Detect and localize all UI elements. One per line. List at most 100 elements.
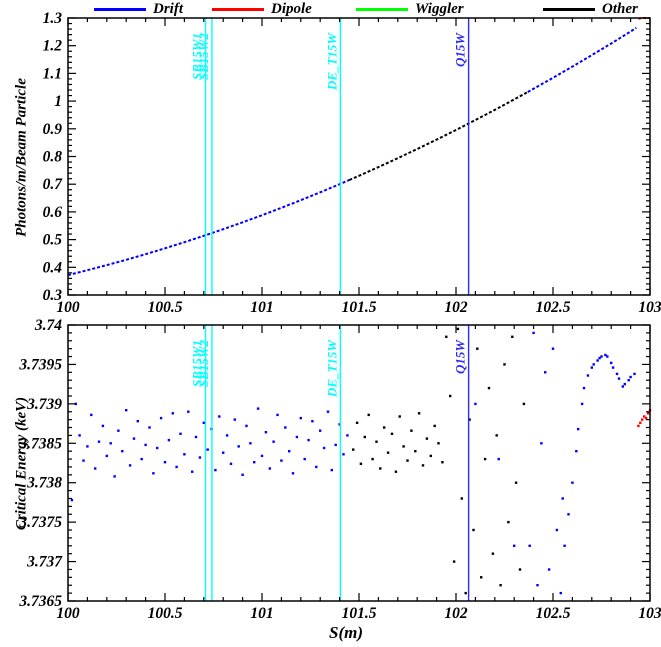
point-drift: [629, 375, 632, 379]
point-drift: [191, 470, 194, 473]
point-drift: [264, 431, 268, 434]
point-other: [522, 402, 526, 406]
point-other: [359, 462, 363, 465]
point-other: [371, 457, 374, 461]
legend-label-other: Other: [602, 1, 638, 17]
point-drift: [611, 366, 615, 369]
point-drift: [567, 513, 570, 516]
legend-label-dipole: Dipole: [271, 1, 312, 17]
legend-item-wiggler: Wiggler: [356, 1, 464, 17]
point-other: [456, 327, 460, 331]
point-other: [441, 461, 444, 464]
point-drift: [561, 497, 564, 500]
point-drift: [175, 465, 178, 469]
point-other: [437, 442, 440, 445]
point-drift: [109, 442, 112, 445]
other-line-swatch: [543, 7, 595, 11]
y-tick-label: 0.3: [43, 287, 63, 304]
point-other: [414, 450, 417, 453]
point-drift: [198, 456, 202, 459]
point-drift: [633, 372, 636, 376]
point-drift: [136, 420, 139, 423]
point-dipole: [641, 418, 644, 421]
point-other: [464, 591, 467, 595]
point-dipole: [643, 415, 646, 418]
x-tick-label: 100: [56, 605, 80, 622]
point-drift: [241, 473, 244, 476]
legend-item-dipole: Dipole: [212, 1, 312, 17]
point-drift: [307, 438, 310, 442]
point-drift: [163, 461, 167, 464]
point-other: [518, 568, 522, 571]
y-tick-label: 1.2: [43, 38, 63, 55]
point-drift: [249, 442, 252, 445]
point-other: [503, 363, 506, 366]
marker-label-Q15W: Q15W: [453, 339, 468, 374]
y-tick-label: 3.739: [26, 396, 62, 413]
series-drift-0: [67, 179, 350, 277]
point-drift: [140, 457, 143, 461]
point-drift: [276, 413, 279, 417]
point-drift: [315, 465, 318, 469]
point-drift: [156, 446, 159, 450]
point-drift: [330, 468, 333, 472]
point-drift: [342, 453, 345, 456]
point-drift: [233, 418, 236, 421]
point-drift: [280, 459, 283, 462]
x-tick-label: 100.5: [148, 299, 183, 316]
point-drift: [218, 415, 221, 418]
point-other: [449, 394, 452, 398]
point-other: [383, 426, 386, 429]
point-drift: [544, 371, 547, 374]
point-dipole: [644, 416, 648, 420]
point-dipole: [639, 421, 642, 424]
point-drift: [90, 413, 93, 417]
y-tick-label: 3.74: [34, 317, 62, 334]
point-drift: [604, 353, 607, 357]
point-drift: [575, 450, 578, 453]
point-drift: [132, 437, 136, 440]
point-other: [495, 434, 498, 437]
point-drift: [555, 528, 559, 532]
legend-item-drift: Drift: [94, 1, 183, 17]
point-drift: [559, 591, 562, 595]
point-drift: [615, 372, 619, 376]
point-drift: [580, 402, 584, 406]
point-drift: [86, 445, 89, 448]
point-drift: [551, 347, 555, 350]
x-tick-label: 101: [250, 299, 273, 316]
point-other: [476, 347, 479, 350]
y-tick-label: 0.4: [43, 259, 63, 276]
x-tick-label: 102.5: [536, 605, 571, 622]
point-other: [433, 424, 436, 428]
point-drift: [121, 450, 124, 453]
point-drift: [598, 356, 601, 360]
point-drift: [171, 412, 174, 415]
point-other: [352, 448, 355, 451]
bottom-panel-frame: [67, 324, 651, 602]
point-drift: [577, 427, 580, 431]
y-tick-label: 3.7395: [18, 356, 62, 373]
point-other: [429, 454, 432, 458]
marker-label-SB15W1: SB15W1: [190, 340, 205, 387]
legend-item-other: Other: [543, 1, 638, 17]
point-drift: [571, 481, 574, 484]
point-drift: [596, 359, 599, 362]
point-drift: [563, 544, 566, 547]
point-other: [514, 481, 518, 484]
point-drift: [148, 426, 151, 429]
x-tick-label: 102.5: [536, 299, 571, 316]
point-drift: [532, 331, 535, 335]
point-drift: [528, 544, 531, 547]
point-drift: [311, 420, 314, 423]
x-tick-label: 100: [56, 299, 80, 316]
point-drift: [206, 448, 209, 451]
y-tick-label: 3.7375: [18, 514, 62, 531]
point-drift: [621, 385, 624, 388]
point-drift: [600, 355, 603, 358]
marker-label-DE_T15W: DE_T15W: [324, 339, 339, 399]
x-tick-label: 102: [444, 299, 468, 316]
point-drift: [592, 363, 595, 366]
